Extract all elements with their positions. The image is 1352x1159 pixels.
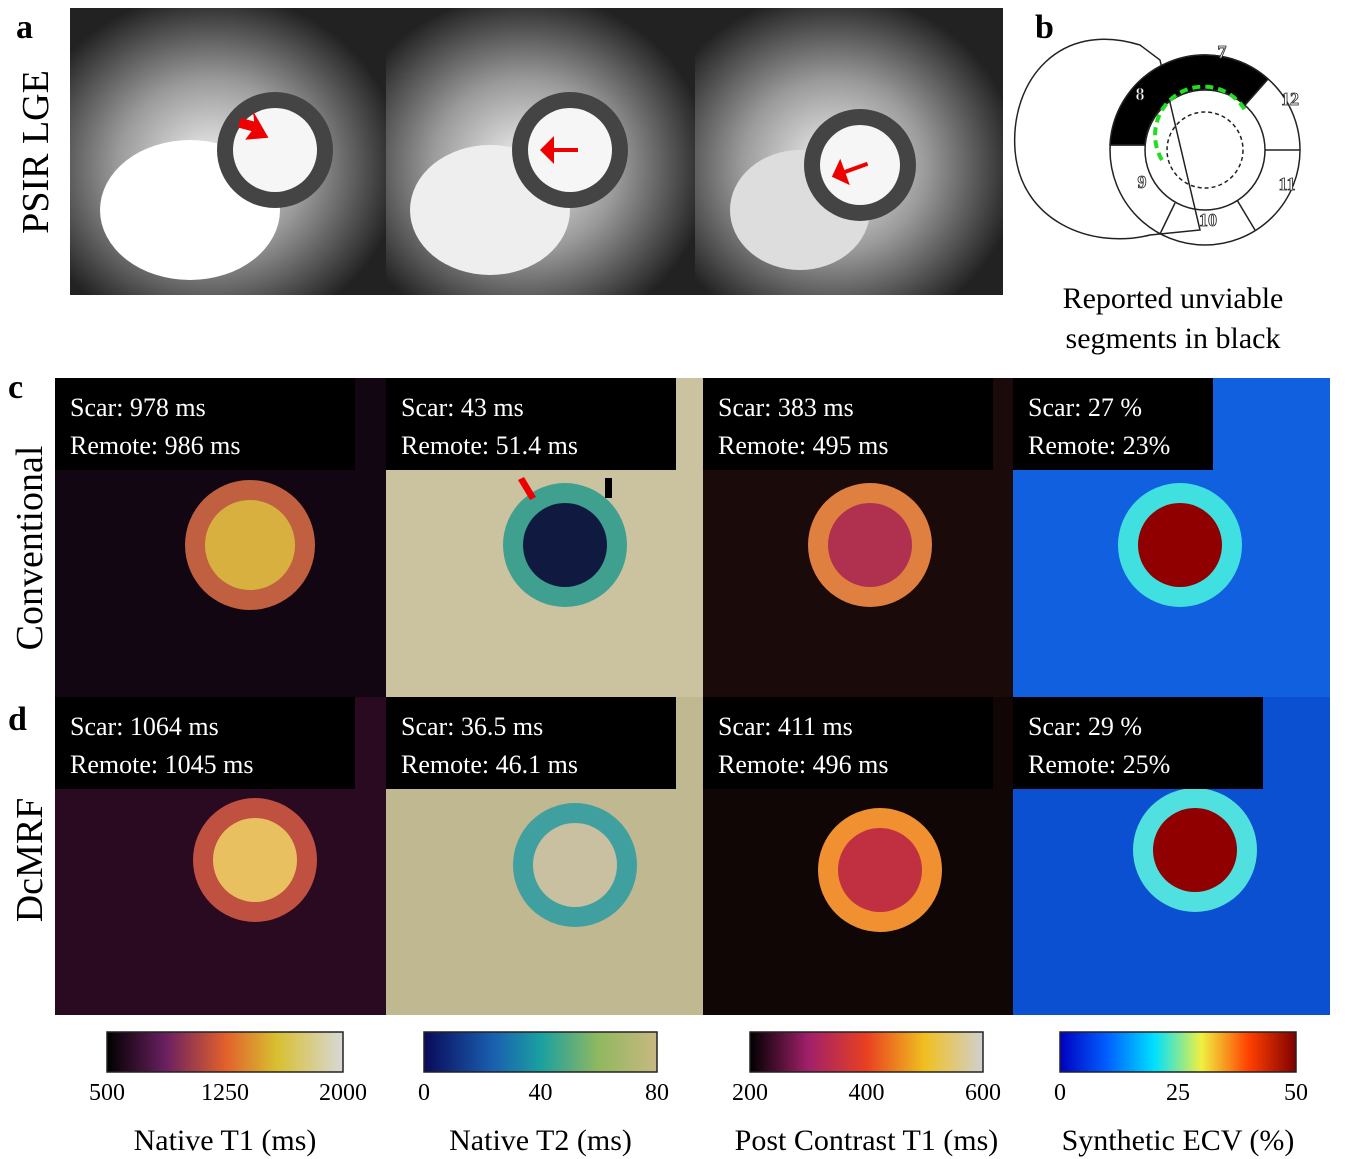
scar-value: Scar: 36.5 ms	[401, 712, 543, 741]
colorbar-tick: 2000	[319, 1080, 367, 1106]
segment-border	[1237, 200, 1255, 230]
ring-inner	[1167, 112, 1243, 188]
colorbar-label: Native T2 (ms)	[449, 1124, 632, 1157]
segment-number: 11	[1278, 174, 1295, 194]
panel-label: c	[8, 369, 23, 406]
segment-number: 12	[1281, 89, 1299, 109]
segment-number: 8	[1136, 84, 1145, 104]
scar-value: Scar: 1064 ms	[70, 712, 219, 741]
scar-value: Scar: 978 ms	[70, 393, 206, 422]
segment-number: 9	[1138, 172, 1147, 192]
colorbar-tick: 40	[529, 1080, 553, 1106]
row-label: DcMRF	[9, 798, 51, 923]
remote-value: Remote: 46.1 ms	[401, 750, 578, 779]
colorbar-label: Synthetic ECV (%)	[1062, 1124, 1295, 1157]
segment-number: 7	[1218, 42, 1227, 62]
cavity	[533, 823, 617, 907]
panel-label: a	[16, 9, 33, 46]
panel-label: b	[1035, 9, 1054, 46]
segment-number: 10	[1199, 210, 1217, 230]
scar-value: Scar: 411 ms	[718, 712, 853, 741]
scar-value: Scar: 43 ms	[401, 393, 524, 422]
remote-value: Remote: 986 ms	[70, 431, 240, 460]
colorbar-tick: 400	[849, 1080, 885, 1106]
cavity	[1153, 808, 1237, 892]
colorbar-tick: 200	[732, 1080, 768, 1106]
colorbar	[107, 1032, 343, 1072]
scar-value: Scar: 29 %	[1028, 712, 1142, 741]
colorbar	[424, 1032, 657, 1072]
unviable-segments	[1110, 55, 1268, 145]
colorbar	[750, 1032, 983, 1072]
scar-value: Scar: 27 %	[1028, 393, 1142, 422]
caption: segments in black	[1066, 322, 1281, 355]
arrow	[605, 478, 612, 498]
remote-value: Remote: 496 ms	[718, 750, 888, 779]
cavity	[205, 500, 295, 590]
scar-value: Scar: 383 ms	[718, 393, 854, 422]
maps	[55, 378, 1330, 1015]
row-label: PSIR LGE	[15, 70, 57, 234]
segment-border	[1160, 203, 1175, 234]
remote-value: Remote: 23%	[1028, 431, 1170, 460]
bullseye-diagram	[1015, 39, 1300, 245]
colorbar-tick: 600	[965, 1080, 1001, 1106]
panel-label: d	[8, 701, 27, 738]
colorbar-tick: 500	[89, 1080, 125, 1106]
cavity	[838, 828, 922, 912]
colorbar-tick: 80	[645, 1080, 669, 1106]
colorbar-label: Native T1 (ms)	[134, 1124, 317, 1157]
remote-value: Remote: 25%	[1028, 750, 1170, 779]
cavity	[1138, 503, 1222, 587]
colorbars	[107, 1032, 1296, 1072]
cavity	[828, 503, 912, 587]
colorbar-tick: 0	[1054, 1080, 1066, 1106]
row-label: Conventional	[9, 446, 51, 651]
lge-images	[70, 8, 1003, 295]
colorbar-tick: 0	[418, 1080, 430, 1106]
colorbar	[1060, 1032, 1296, 1072]
remote-value: Remote: 495 ms	[718, 431, 888, 460]
cavity	[213, 818, 297, 902]
colorbar-tick: 1250	[201, 1080, 249, 1106]
remote-value: Remote: 1045 ms	[70, 750, 253, 779]
colorbar-tick: 25	[1166, 1080, 1190, 1106]
colorbar-tick: 50	[1284, 1080, 1308, 1106]
cavity	[523, 503, 607, 587]
remote-value: Remote: 51.4 ms	[401, 431, 578, 460]
colorbar-label: Post Contrast T1 (ms)	[735, 1124, 999, 1157]
figure: a b c d PSIR LGE Conventional DcMRF 7 8 9 10 11 12 Re…	[0, 0, 1352, 1159]
caption: Reported unviable	[1063, 282, 1284, 315]
